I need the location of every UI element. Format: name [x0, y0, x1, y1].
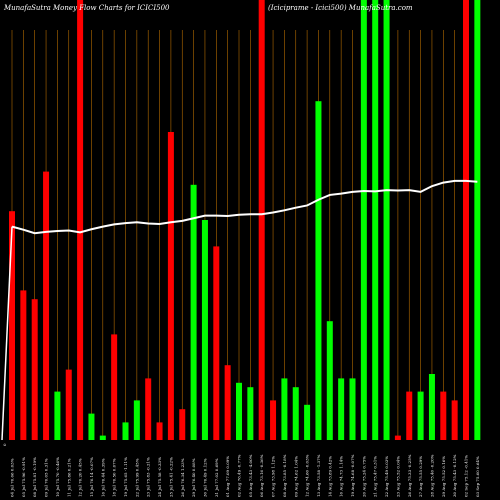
- bar: [77, 0, 84, 440]
- bar: [167, 132, 174, 440]
- x-tick-label: 14 Aug 73.89 0.42%: [327, 456, 332, 497]
- x-tick-label: 06 Aug 73.16 -0.36%: [259, 454, 264, 497]
- bar: [474, 0, 481, 440]
- x-tick-label: 07 Aug 73.98 1.12%: [271, 456, 276, 497]
- bar: [258, 0, 265, 440]
- bar: [326, 321, 333, 440]
- x-tick-label: 22 Jul 75.99 0.45%: [134, 458, 139, 497]
- bar: [145, 378, 152, 440]
- bar: [247, 387, 254, 440]
- x-tick-label: 25 Jul 75.41 -0.22%: [168, 457, 173, 497]
- x-tick-label: 31 Jul 77.02 0.69%: [214, 458, 219, 497]
- bar: [304, 404, 311, 440]
- x-tick-label: 04 Jul 76.66 0.03%: [10, 458, 15, 497]
- bar: [451, 400, 458, 440]
- x-tick-label: 20 Aug 75.24 0.75%: [361, 456, 366, 497]
- x-tick-label: 09 Jul 76.05 0.31%: [44, 458, 49, 497]
- x-tick-label: 12 Jul 76.20 0.45%: [78, 458, 83, 497]
- bar: [440, 391, 447, 440]
- x-tick-label: 11 Jul 75.86 0.21%: [66, 458, 71, 497]
- trend-line-start: [1, 226, 13, 441]
- bars: [9, 0, 481, 440]
- x-tick-label: 05 Jul 75.96 -0.91%: [21, 457, 26, 497]
- x-tick-label: 26 Aug 75.33 -0.25%: [407, 454, 412, 497]
- chart-title-right: (Iciciprame - Icici500) MunafaSutra.com: [268, 4, 413, 12]
- bar: [428, 374, 435, 440]
- x-tick-label: 24 Jul 75.58 -0.33%: [157, 457, 162, 497]
- bar: [349, 378, 356, 440]
- bar: [122, 422, 129, 440]
- bar: [236, 382, 242, 440]
- x-tick-label: 30 Jul 76.49 0.12%: [202, 458, 207, 497]
- bar: [156, 422, 163, 440]
- x-tick-label: 26 Jul 76.34 1.23%: [180, 458, 185, 497]
- bar: [383, 0, 390, 440]
- bar: [20, 290, 27, 440]
- x-tick-label: 02 Aug 76.49 -0.77%: [237, 454, 242, 497]
- bar: [406, 391, 413, 440]
- bar: [31, 299, 38, 440]
- x-tick-label: 13 Aug 73.58 -1.37%: [316, 454, 321, 497]
- x-tick-labels: 04 Jul 76.66 0.03% 05 Jul 75.96 -0.91% 08 …: [10, 454, 480, 497]
- bar: [360, 0, 367, 440]
- bar: [213, 246, 220, 440]
- bar: [9, 211, 15, 440]
- x-tick-label: 16 Aug 74.73 1.14%: [339, 456, 344, 497]
- x-tick-label: 01 Aug 77.09 0.09%: [225, 456, 230, 497]
- bar: [224, 365, 231, 440]
- bar: [338, 378, 345, 440]
- x-tick-label: 29 Jul 76.40 0.08%: [191, 458, 196, 497]
- bar: [372, 0, 379, 440]
- x-tick-label: 23 Aug 75.52 0.04%: [395, 456, 400, 497]
- x-tick-label: 02 Sep 75.12 -0.41%: [464, 455, 469, 497]
- x-tick-label: 30 Aug 75.43 -0.12%: [452, 454, 457, 497]
- x-tick-label: 19 Jul 75.65 -1.11%: [123, 457, 128, 497]
- bar: [270, 400, 277, 440]
- x-tick-label: 12 Aug 74.60 -0.03%: [305, 454, 310, 497]
- x-tick-label: 08 Aug 73.85 -0.18%: [282, 454, 287, 497]
- bar: [190, 184, 197, 440]
- bar: [65, 369, 72, 440]
- x-tick-label: 10 Jul 75.70 -0.46%: [55, 457, 60, 497]
- bar: [99, 435, 106, 440]
- zero-label: 0: [2, 443, 7, 446]
- bar: [292, 387, 299, 440]
- x-tick-label: 23 Jul 75.83 -0.21%: [146, 457, 151, 497]
- x-tick-label: 22 Aug 75.49 0.03%: [384, 456, 389, 497]
- x-tick-label: 19 Aug 74.68 -0.07%: [350, 454, 355, 497]
- x-tick-label: 16 Jul 76.44 0.39%: [100, 458, 105, 497]
- bar: [133, 400, 140, 440]
- x-tick-label: 09 Aug 74.62 1.04%: [293, 456, 298, 497]
- bar: [417, 391, 424, 440]
- bar: [281, 378, 288, 440]
- x-tick-label: 27 Aug 75.55 0.29%: [418, 456, 423, 497]
- chart-title-left: MunafaSutra Money Flow Charts for ICICI5…: [3, 4, 170, 12]
- x-tick-label: 03 Sep 75.60 0.64%: [475, 456, 480, 497]
- bar: [201, 220, 208, 440]
- bar: [394, 435, 401, 440]
- x-tick-label: 28 Aug 75.40 -0.20%: [429, 454, 434, 497]
- trend-line: [11, 179, 478, 235]
- bar: [315, 101, 322, 440]
- x-tick-label: 21 Aug 75.47 0.31%: [373, 456, 378, 497]
- x-tick-label: 08 Jul 75.81 -0.19%: [32, 457, 37, 497]
- bar: [463, 0, 469, 440]
- bar: [54, 391, 61, 440]
- x-tick-label: 05 Aug 73.43 -4.00%: [248, 454, 253, 497]
- x-tick-label: 29 Aug 75.52 0.16%: [441, 456, 446, 497]
- bar: [43, 171, 50, 440]
- x-tick-label: 18 Jul 76.50 0.07%: [112, 458, 117, 497]
- bar: [111, 334, 118, 440]
- bar: [179, 409, 186, 440]
- x-tick-label: 15 Jul 76.14 -0.07%: [89, 457, 94, 497]
- bar: [88, 413, 95, 440]
